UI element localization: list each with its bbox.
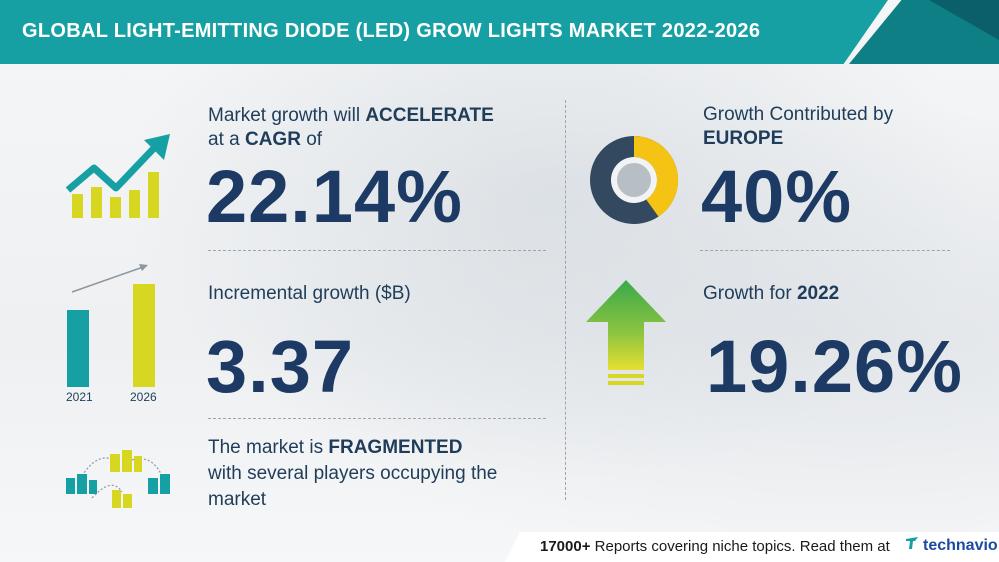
title-band [0,0,888,64]
fragmented-line2: with several players occupying the [208,463,498,484]
divider-left-1 [208,250,546,251]
fragmented-emph: FRAGMENTED [328,437,463,458]
incremental-label: Incremental growth ($B) [208,283,411,304]
footer-caption: Reports covering niche topics. Read them… [594,538,890,555]
cagr-label-cagr: CAGR [244,129,301,150]
fragmented-line3: market [208,489,267,510]
cagr-label-at: at a [208,129,240,150]
bar-year-2026: 2026 [130,390,157,404]
footer-count: 17000+ [540,538,591,555]
cagr-label-line1: Market growth will ACCELERATE [208,104,494,127]
donut-share-icon [588,134,680,226]
footer-band [505,532,999,562]
divider-right-1 [700,250,950,251]
growth2022-label-prefix: Growth for [703,283,792,304]
up-arrow-icon [584,278,668,388]
bar-compare-icon [60,262,170,387]
cagr-label-emph: ACCELERATE [365,105,494,126]
vertical-divider [565,100,566,500]
bar-year-2021: 2021 [66,390,93,404]
page-title: GLOBAL LIGHT-EMITTING DIODE (LED) GROW L… [22,20,761,42]
cagr-value: 22.14% [206,155,463,238]
growth2022-value: 19.26% [706,325,963,408]
footer-text: 17000+ Reports covering niche topics. Re… [540,538,890,555]
europe-label-line1: Growth Contributed by [703,104,894,125]
fragmented-prefix: The market is [208,437,324,458]
buildings-network-icon [62,446,180,512]
growth2022-label-year: 2022 [796,283,840,304]
technavio-logo-text: technavio [923,536,998,554]
fragmented-line1: The market is FRAGMENTED [208,436,462,459]
cagr-label-line2: at a CAGR of [208,128,322,151]
cagr-label-prefix: Market growth will [208,105,361,126]
growth2022-label: Growth for 2022 [703,282,839,305]
incremental-value: 3.37 [206,325,355,408]
europe-value: 40% [701,155,853,238]
growth-chart-icon [64,132,179,222]
cagr-label-of: of [306,129,323,150]
technavio-logo[interactable]: technavio [904,535,998,556]
europe-label-line2: EUROPE [703,128,784,149]
technavio-mark-icon [904,535,920,556]
divider-left-2 [208,418,546,419]
